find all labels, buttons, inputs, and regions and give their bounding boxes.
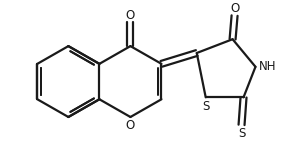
Text: O: O (126, 9, 135, 22)
Text: S: S (202, 100, 209, 113)
Text: O: O (230, 2, 239, 15)
Text: S: S (238, 127, 245, 140)
Text: NH: NH (259, 60, 276, 73)
Text: O: O (126, 119, 135, 132)
